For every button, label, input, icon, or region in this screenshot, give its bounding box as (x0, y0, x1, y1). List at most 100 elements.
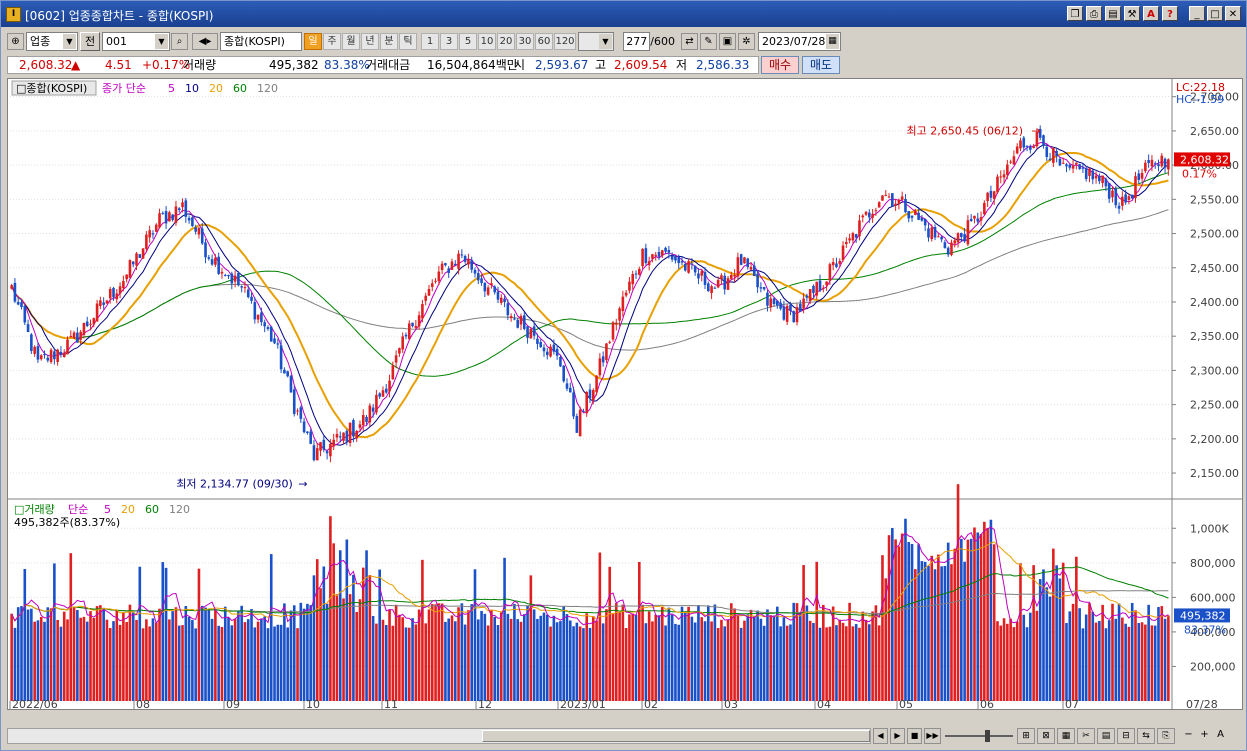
candle-body (49, 349, 53, 363)
sell-button[interactable]: 매도 (802, 56, 840, 74)
save-icon[interactable]: ▣ (719, 33, 736, 50)
volume-bar (118, 624, 122, 701)
calendar-icon[interactable]: ▦ (826, 34, 839, 49)
volume-bar (992, 544, 996, 701)
minimize-icon[interactable]: _ (1189, 6, 1205, 21)
candle-body (145, 234, 148, 249)
candle-body (723, 275, 727, 290)
zoom-slider-thumb[interactable] (985, 730, 990, 742)
candle-body (624, 292, 628, 296)
candle-body (407, 323, 411, 340)
candle-body (979, 217, 983, 221)
legend-period-5: 5 (168, 82, 175, 95)
layout-icon[interactable]: ⊟ (1117, 728, 1135, 744)
candle-body (946, 247, 950, 255)
type-select[interactable]: 업종 ▼ (26, 32, 78, 51)
volume-bar (815, 561, 819, 701)
x-tick-label: 11 (384, 698, 398, 709)
interval-120[interactable]: 120 (554, 33, 576, 50)
period-day[interactable]: 일 (304, 33, 322, 50)
interval-30[interactable]: 30 (516, 33, 534, 50)
horizontal-scrollbar[interactable] (7, 728, 871, 744)
zoom-out-button[interactable]: − (1184, 729, 1193, 740)
chevron-down-icon[interactable]: ▼ (599, 34, 612, 49)
tool-icon[interactable]: ✎ (700, 33, 717, 50)
volume-bar (207, 609, 211, 701)
grid-icon[interactable]: ▦ (1057, 728, 1075, 744)
compare-icon[interactable]: ⇆ (1137, 728, 1155, 744)
volume-bar (16, 607, 20, 701)
volume-bar (894, 539, 897, 701)
interval-20[interactable]: 20 (497, 33, 515, 50)
period-tick[interactable]: 틱 (399, 33, 417, 50)
scroll-right-icon[interactable]: ▶ (890, 728, 905, 744)
count-field[interactable]: 277/600 (617, 32, 677, 51)
candle-body (828, 264, 832, 281)
volume-bar (289, 610, 293, 701)
interval-10[interactable]: 10 (478, 33, 496, 50)
custom-interval-select[interactable]: ▼ (578, 32, 614, 51)
print-icon[interactable]: ⎙ (1086, 6, 1102, 21)
chart-type-icon[interactable]: ⊞ (1017, 728, 1035, 744)
volume-bar (1134, 610, 1137, 701)
crosshair-icon[interactable]: ⊠ (1037, 728, 1055, 744)
period-year[interactable]: 년 (361, 33, 379, 50)
settings-icon[interactable]: ⚒ (1124, 6, 1140, 21)
volume-bar (26, 609, 30, 701)
speaker-icon[interactable]: ◀▸ (192, 33, 218, 50)
current-ratio-label: 83.37% (1184, 623, 1226, 636)
period-minute[interactable]: 분 (380, 33, 398, 50)
interval-60[interactable]: 60 (535, 33, 553, 50)
interval-1[interactable]: 1 (421, 33, 439, 50)
help-icon[interactable]: ? (1162, 6, 1178, 21)
zoom-in-icon[interactable]: ⇄ (681, 33, 698, 50)
candle-body (831, 262, 835, 266)
chevron-down-icon[interactable]: ▼ (63, 34, 76, 49)
prev-button[interactable]: 전 (80, 32, 100, 51)
gear-icon[interactable]: ✲ (738, 33, 755, 50)
indicator-icon[interactable]: ▤ (1097, 728, 1115, 744)
tools-icon[interactable]: ✂ (1077, 728, 1095, 744)
buy-button[interactable]: 매수 (761, 56, 799, 74)
volume-bar (946, 542, 950, 701)
close-icon[interactable]: ✕ (1225, 6, 1241, 21)
scroll-thumb[interactable] (482, 730, 870, 742)
restore-icon[interactable]: ❐ (1067, 6, 1083, 21)
code-input[interactable]: 001 ▼ (102, 32, 170, 51)
candle-body (1130, 194, 1134, 199)
lock-icon[interactable]: ⊕ (7, 33, 24, 50)
date-input[interactable]: 2023/07/28 ▦ (758, 32, 841, 51)
save-icon[interactable]: ▤ (1105, 6, 1121, 21)
interval-5[interactable]: 5 (459, 33, 477, 50)
auto-scale-button[interactable]: A (1217, 729, 1224, 740)
period-month[interactable]: 월 (342, 33, 360, 50)
volume-bar (651, 621, 654, 701)
volume-bar (424, 623, 427, 701)
volume-bar (726, 619, 730, 701)
stop-icon[interactable]: ■ (907, 728, 922, 744)
legend-label: 종가 단순 (102, 82, 146, 95)
candle-body (868, 212, 871, 218)
x-tick-label: 08 (136, 698, 150, 709)
zoom-in-button[interactable]: + (1200, 729, 1209, 740)
candle-body (1163, 158, 1167, 168)
volume-bar (20, 606, 23, 701)
scroll-left-icon[interactable]: ◀ (873, 728, 888, 744)
fast-forward-icon[interactable]: ▶▶ (924, 728, 941, 744)
maximize-icon[interactable]: □ (1207, 6, 1223, 21)
title-bar: I [0602] 업종종합차트 - 종합(KOSPI) ❐ ⎙ ▤ ⚒ A ? … (1, 1, 1246, 27)
y-tick-label: 400,000 (1190, 626, 1236, 639)
chart-area[interactable]: 2,700.002,650.002,600.002,550.002,500.00… (7, 78, 1243, 711)
font-icon[interactable]: A (1143, 6, 1159, 21)
interval-3[interactable]: 3 (440, 33, 458, 50)
search-icon[interactable]: ⌕ (171, 33, 188, 50)
chevron-down-icon[interactable]: ▼ (155, 34, 168, 49)
volume-bar (858, 627, 861, 701)
period-week[interactable]: 주 (323, 33, 341, 50)
volume-bar (1006, 623, 1009, 701)
volume-bar (427, 609, 431, 701)
volume-bar (108, 628, 112, 701)
export-icon[interactable]: ⎘ (1157, 728, 1175, 744)
volume-bar (805, 605, 809, 701)
zoom-slider-track[interactable] (945, 730, 1013, 742)
